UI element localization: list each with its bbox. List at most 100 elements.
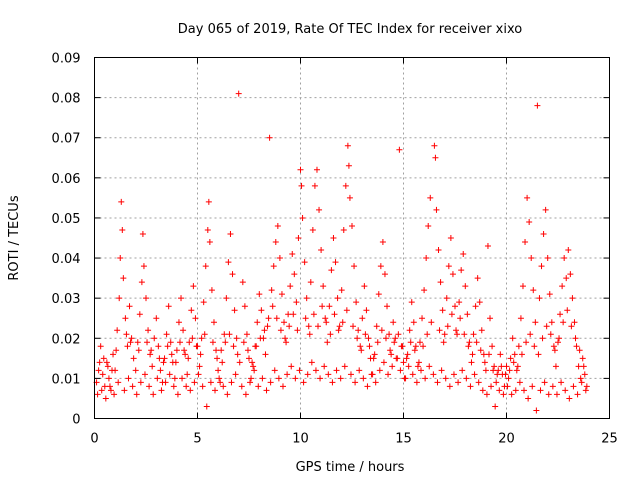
data-point xyxy=(548,319,555,326)
data-point xyxy=(209,339,216,346)
data-point xyxy=(141,371,148,378)
data-point xyxy=(222,339,229,346)
data-point xyxy=(522,239,529,246)
data-point xyxy=(322,315,329,322)
data-point xyxy=(380,359,387,366)
data-point xyxy=(390,319,397,326)
data-point xyxy=(552,363,559,370)
data-point xyxy=(223,295,230,302)
data-point xyxy=(109,367,116,374)
data-point xyxy=(464,311,471,318)
data-point xyxy=(510,359,517,366)
data-point xyxy=(270,263,277,270)
data-point xyxy=(351,263,358,270)
data-point xyxy=(269,303,276,310)
data-point xyxy=(546,291,553,298)
y-tick-label: 0 xyxy=(72,413,80,428)
data-point xyxy=(102,395,109,402)
data-point xyxy=(359,315,366,322)
data-point xyxy=(255,383,262,390)
data-point xyxy=(250,363,257,370)
data-point xyxy=(179,375,186,382)
data-point xyxy=(277,327,284,334)
data-point xyxy=(167,339,174,346)
data-point xyxy=(189,335,196,342)
data-point xyxy=(158,387,165,394)
data-point xyxy=(147,351,154,358)
data-point xyxy=(514,363,521,370)
data-point xyxy=(300,379,307,386)
data-point xyxy=(506,367,513,374)
data-point xyxy=(515,343,522,350)
x-axis-label: GPS time / hours xyxy=(296,460,405,475)
data-point xyxy=(134,339,141,346)
data-point xyxy=(146,383,153,390)
data-point xyxy=(349,222,355,229)
data-point xyxy=(249,359,256,366)
data-point xyxy=(575,363,582,370)
data-point xyxy=(540,230,547,237)
data-point xyxy=(488,383,495,390)
y-tick-label: 0.03 xyxy=(52,292,81,307)
data-point xyxy=(472,303,479,310)
data-point xyxy=(571,319,578,326)
data-point xyxy=(130,355,137,362)
data-point xyxy=(440,339,447,346)
data-point xyxy=(268,287,275,294)
data-point xyxy=(148,347,155,354)
data-point xyxy=(220,383,227,390)
data-point xyxy=(337,375,344,382)
data-point xyxy=(248,375,255,382)
y-tick-label: 0.08 xyxy=(52,92,81,107)
data-point xyxy=(435,247,442,254)
data-point xyxy=(97,343,104,350)
data-point xyxy=(124,343,131,350)
data-point xyxy=(385,371,392,378)
data-point xyxy=(347,371,354,378)
data-point xyxy=(431,142,438,149)
data-point xyxy=(442,375,449,382)
data-point xyxy=(171,375,178,382)
data-point xyxy=(332,259,339,266)
y-tick-label: 0.01 xyxy=(52,372,81,387)
data-point xyxy=(453,327,460,334)
data-point xyxy=(302,315,309,322)
data-point xyxy=(569,295,576,302)
data-point xyxy=(315,323,322,330)
data-point xyxy=(294,327,301,334)
data-point xyxy=(234,351,241,358)
data-point xyxy=(452,303,458,310)
data-point xyxy=(531,343,538,350)
data-point xyxy=(210,319,217,326)
data-point xyxy=(184,371,191,378)
data-point xyxy=(106,383,113,390)
data-point xyxy=(215,367,222,374)
data-point xyxy=(483,391,490,398)
data-point xyxy=(205,198,212,205)
data-point xyxy=(232,371,239,378)
data-point xyxy=(206,239,213,246)
y-tick-label: 0.05 xyxy=(52,212,81,227)
data-point xyxy=(317,375,324,382)
data-point xyxy=(573,343,580,350)
data-point xyxy=(371,351,378,358)
data-point xyxy=(160,359,167,366)
data-point xyxy=(473,339,480,346)
data-point xyxy=(241,303,248,310)
data-point xyxy=(364,383,371,390)
data-point xyxy=(122,315,129,322)
data-point xyxy=(125,375,132,382)
data-point xyxy=(543,323,550,330)
data-point xyxy=(482,367,489,374)
data-point xyxy=(114,327,121,334)
data-point xyxy=(475,379,482,386)
data-point xyxy=(303,295,310,302)
data-point xyxy=(544,255,551,262)
data-point xyxy=(170,383,177,390)
data-point xyxy=(420,343,427,350)
data-point xyxy=(128,335,135,342)
data-point xyxy=(518,351,525,358)
data-point xyxy=(242,391,249,398)
data-point xyxy=(480,351,487,358)
data-point xyxy=(456,299,463,306)
